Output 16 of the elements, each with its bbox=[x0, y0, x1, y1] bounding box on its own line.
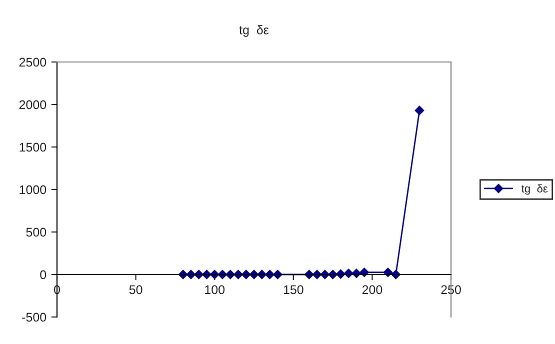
x-tick-label: 50 bbox=[129, 285, 142, 294]
chart-title: tg δε bbox=[239, 25, 269, 37]
x-tick-label: 150 bbox=[284, 285, 304, 294]
legend-label: tg δε bbox=[521, 184, 548, 195]
y-tick-label: 1500 bbox=[20, 142, 46, 152]
point bbox=[360, 268, 369, 277]
y-tick-label: 1000 bbox=[20, 185, 46, 194]
y-tick-label: -500 bbox=[22, 312, 46, 322]
point bbox=[383, 268, 393, 277]
point bbox=[414, 106, 424, 116]
y-tick-label: 2500 bbox=[19, 58, 46, 67]
y-tick-label: 2000 bbox=[19, 100, 46, 110]
y-tick-label: 500 bbox=[26, 228, 46, 237]
x-tick-label: 200 bbox=[362, 285, 382, 294]
x-tick-label: 100 bbox=[205, 285, 225, 294]
y-tick-label: 0 bbox=[40, 270, 46, 280]
